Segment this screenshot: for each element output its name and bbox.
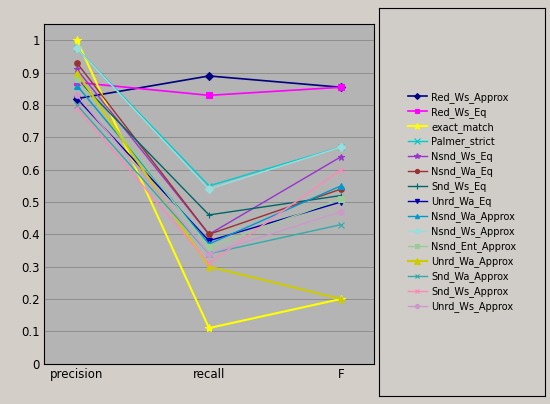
Nsnd_Ent_Approx [338, 196, 344, 201]
Nsnd_Ws_Eq [74, 67, 80, 72]
Red_Ws_Eq [206, 93, 212, 98]
Unrd_Wa_Eq [74, 96, 80, 101]
Unrd_Wa_Approx [74, 70, 80, 75]
Red_Ws_Approx [206, 74, 212, 78]
Red_Ws_Approx [338, 85, 344, 90]
Line: Palmer_strict: Palmer_strict [74, 45, 344, 189]
Line: Snd_Ws_Eq: Snd_Ws_Eq [74, 76, 344, 219]
Line: Unrd_Wa_Eq: Unrd_Wa_Eq [74, 96, 344, 244]
Snd_Ws_Eq [206, 213, 212, 217]
Nsnd_Ws_Approx [206, 187, 212, 191]
Line: Snd_Wa_Approx: Snd_Wa_Approx [74, 102, 344, 257]
Nsnd_Ws_Eq [338, 154, 344, 159]
Red_Ws_Eq [338, 85, 344, 90]
Line: Red_Ws_Eq: Red_Ws_Eq [74, 80, 344, 98]
exact_match [338, 297, 344, 301]
Snd_Ws_Approx [206, 261, 212, 266]
Snd_Wa_Approx [338, 222, 344, 227]
Snd_Wa_Approx [74, 103, 80, 107]
Line: Nsnd_Ws_Eq: Nsnd_Ws_Eq [74, 66, 344, 238]
Snd_Ws_Eq [338, 193, 344, 198]
Unrd_Ws_Approx [74, 93, 80, 98]
Nsnd_Wa_Eq [74, 61, 80, 65]
Unrd_Wa_Approx [206, 264, 212, 269]
Line: Unrd_Wa_Approx: Unrd_Wa_Approx [74, 69, 344, 303]
Palmer_strict [74, 46, 80, 51]
Palmer_strict [338, 145, 344, 149]
Line: Nsnd_Ent_Approx: Nsnd_Ent_Approx [74, 76, 344, 250]
Nsnd_Ws_Approx [74, 46, 80, 51]
Unrd_Wa_Approx [338, 297, 344, 301]
exact_match [206, 326, 212, 330]
Palmer_strict [206, 183, 212, 188]
Red_Ws_Approx [74, 96, 80, 101]
Nsnd_Wa_Approx [74, 83, 80, 88]
Legend: Red_Ws_Approx, Red_Ws_Eq, exact_match, Palmer_strict, Nsnd_Ws_Eq, Nsnd_Wa_Eq, Sn: Red_Ws_Approx, Red_Ws_Eq, exact_match, P… [403, 87, 521, 317]
Nsnd_Wa_Eq [338, 187, 344, 191]
Unrd_Wa_Eq [338, 200, 344, 204]
Red_Ws_Eq [74, 80, 80, 85]
Snd_Ws_Approx [338, 167, 344, 172]
Line: Nsnd_Ws_Approx: Nsnd_Ws_Approx [74, 46, 344, 192]
Nsnd_Wa_Approx [206, 242, 212, 246]
Line: Unrd_Ws_Approx: Unrd_Ws_Approx [74, 93, 344, 257]
Nsnd_Wa_Eq [206, 232, 212, 237]
Unrd_Ws_Approx [338, 209, 344, 214]
Snd_Ws_Approx [74, 106, 80, 111]
exact_match [74, 38, 80, 43]
Unrd_Wa_Eq [206, 238, 212, 243]
Nsnd_Ent_Approx [206, 245, 212, 250]
Snd_Wa_Approx [206, 251, 212, 256]
Unrd_Ws_Approx [206, 251, 212, 256]
Nsnd_Ws_Eq [206, 232, 212, 237]
Nsnd_Ent_Approx [74, 77, 80, 82]
Line: Nsnd_Wa_Approx: Nsnd_Wa_Approx [74, 83, 344, 247]
Line: exact_match: exact_match [73, 36, 345, 332]
Nsnd_Wa_Approx [338, 183, 344, 188]
Nsnd_Ws_Approx [338, 145, 344, 149]
Snd_Ws_Eq [74, 77, 80, 82]
Line: Snd_Ws_Approx: Snd_Ws_Approx [74, 105, 344, 266]
Line: Nsnd_Wa_Eq: Nsnd_Wa_Eq [74, 60, 344, 237]
Line: Red_Ws_Approx: Red_Ws_Approx [74, 73, 344, 101]
